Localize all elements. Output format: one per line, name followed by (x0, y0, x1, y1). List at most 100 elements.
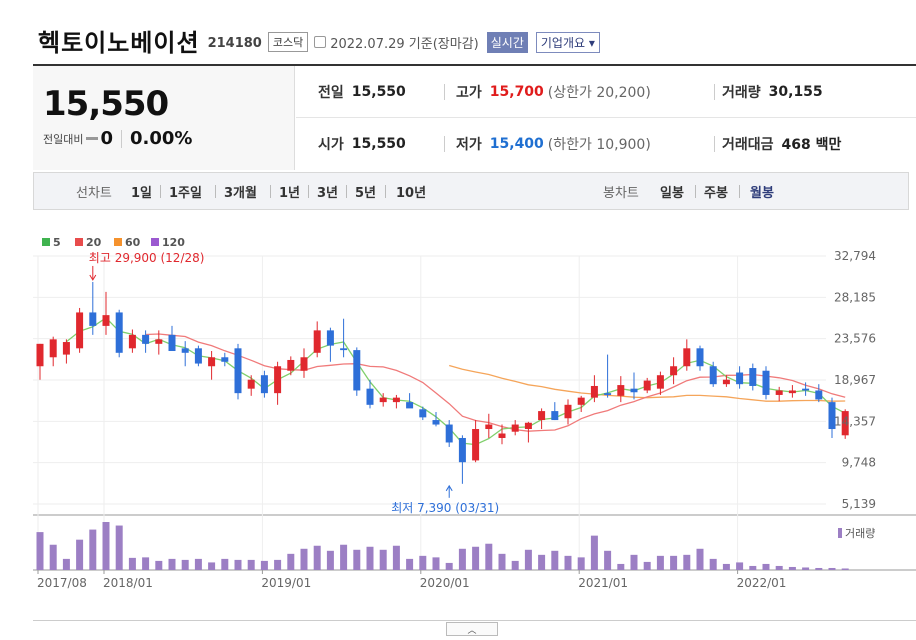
collapse-button[interactable]: ︿ (446, 622, 498, 636)
chevron-up-icon: ︿ (467, 625, 477, 636)
x-tick-label: 2022/01 (737, 576, 787, 590)
volume-bar (62, 558, 70, 570)
candle-body (577, 397, 585, 405)
candle-body (432, 420, 440, 425)
volume-bar (142, 557, 150, 570)
y-tick-label: 32,794 (834, 249, 876, 263)
divider (215, 185, 216, 198)
volume-label: 거래량 (845, 527, 875, 540)
candle-body (762, 370, 770, 395)
candle-body (775, 390, 783, 395)
candle-body (194, 348, 202, 364)
candle-body (155, 339, 163, 344)
volume-bar (392, 545, 400, 570)
y-tick-label: 23,576 (834, 332, 876, 346)
price-summary: 15,550 전일대비 0 0.00% (33, 66, 295, 170)
volume-bar (696, 548, 704, 570)
divider (346, 185, 347, 198)
candle-body (406, 402, 414, 409)
volume-legend-swatch (838, 528, 842, 538)
stock-header: 헥토이노베이션 214180 코스닥 2022.07.29 기준(장마감) 실시… (38, 22, 600, 58)
candle-body (538, 411, 546, 421)
candle-body (392, 397, 400, 403)
candle-body (788, 390, 796, 394)
volume-bar (326, 550, 334, 570)
open-value: 15,550 (351, 136, 406, 152)
volume-bar (604, 550, 612, 570)
realtime-button[interactable]: 실시간 (486, 31, 528, 53)
legend-label: 120 (162, 236, 185, 249)
tab-1w[interactable]: 1주일 (169, 185, 202, 201)
tab-5y[interactable]: 5년 (355, 185, 377, 201)
candle-body (102, 315, 110, 326)
volume-bar (670, 555, 678, 570)
volume-bar (841, 568, 849, 570)
volume-value: 30,155 (768, 84, 823, 100)
candle-body (551, 411, 559, 421)
candle-body (656, 375, 664, 389)
legend-label: 20 (86, 236, 102, 249)
volume-bar (36, 532, 44, 570)
candle-body (274, 366, 282, 394)
volume-bar (643, 561, 651, 570)
volume-bar (538, 554, 546, 570)
volume-bar (762, 563, 770, 570)
volume-bar (221, 558, 229, 570)
volume-bar (353, 549, 361, 570)
volume-bar (379, 549, 387, 570)
tab-1d[interactable]: 1일 (131, 185, 153, 201)
volume-bar (722, 563, 730, 570)
candle-body (472, 429, 480, 461)
high-annotation: 최고 29,900 (12/28) (89, 251, 205, 265)
flat-icon (86, 137, 99, 140)
tab-3y[interactable]: 3년 (317, 185, 339, 201)
low-label: 저가 (456, 137, 482, 153)
legend-label: 60 (125, 236, 141, 249)
legend-label: 5 (53, 236, 61, 249)
tab-weekly[interactable]: 주봉 (704, 185, 728, 201)
volume-bar (89, 529, 97, 570)
x-tick-label: 2021/01 (578, 576, 628, 590)
volume-bar (181, 559, 189, 570)
volume-bar (511, 560, 519, 570)
candle-body (590, 385, 598, 398)
volume-bar (260, 560, 268, 570)
candle-body (802, 388, 810, 391)
tab-3m[interactable]: 3개월 (224, 185, 257, 201)
tab-10y[interactable]: 10년 (396, 185, 427, 201)
x-tick-label: 2019/01 (261, 576, 311, 590)
market-badge: 코스닥 (267, 32, 309, 52)
tab-1y[interactable]: 1년 (279, 185, 301, 201)
stock-code: 214180 (207, 35, 262, 51)
volume-bar (445, 562, 453, 570)
volume-bar (234, 559, 242, 570)
divider (160, 185, 161, 198)
volume-bar (749, 565, 757, 570)
candle-body (115, 312, 123, 353)
volume-bar (683, 554, 691, 570)
x-tick-label: 2018/01 (103, 576, 153, 590)
candle-body (326, 330, 334, 346)
x-tick-label: 2017/08 (37, 576, 87, 590)
amount-value: 468 백만 (781, 137, 842, 153)
divider (33, 620, 916, 621)
divider (270, 185, 271, 198)
volume-bar (736, 562, 744, 570)
volume-bar (485, 543, 493, 570)
tab-monthly[interactable]: 월봉 (750, 185, 774, 201)
overview-label: 기업개요 (540, 35, 586, 50)
quote-row: 전일 15,550 고가 15,700 (상한가 20,200) 거래량 30,… (296, 66, 916, 118)
company-overview-dropdown[interactable]: 기업개요 ▾ (535, 31, 600, 53)
divider (385, 185, 386, 198)
tab-daily[interactable]: 일봉 (660, 185, 684, 201)
candle-body (749, 368, 757, 386)
candle-body (604, 393, 612, 395)
divider (308, 185, 309, 198)
volume-bar (274, 559, 282, 570)
candle-body (300, 357, 308, 371)
arrow-down-icon (89, 274, 97, 281)
y-tick-label: 28,185 (834, 290, 876, 304)
volume-bar (313, 545, 321, 570)
volume-bar (828, 567, 836, 570)
candle-body (353, 350, 361, 391)
